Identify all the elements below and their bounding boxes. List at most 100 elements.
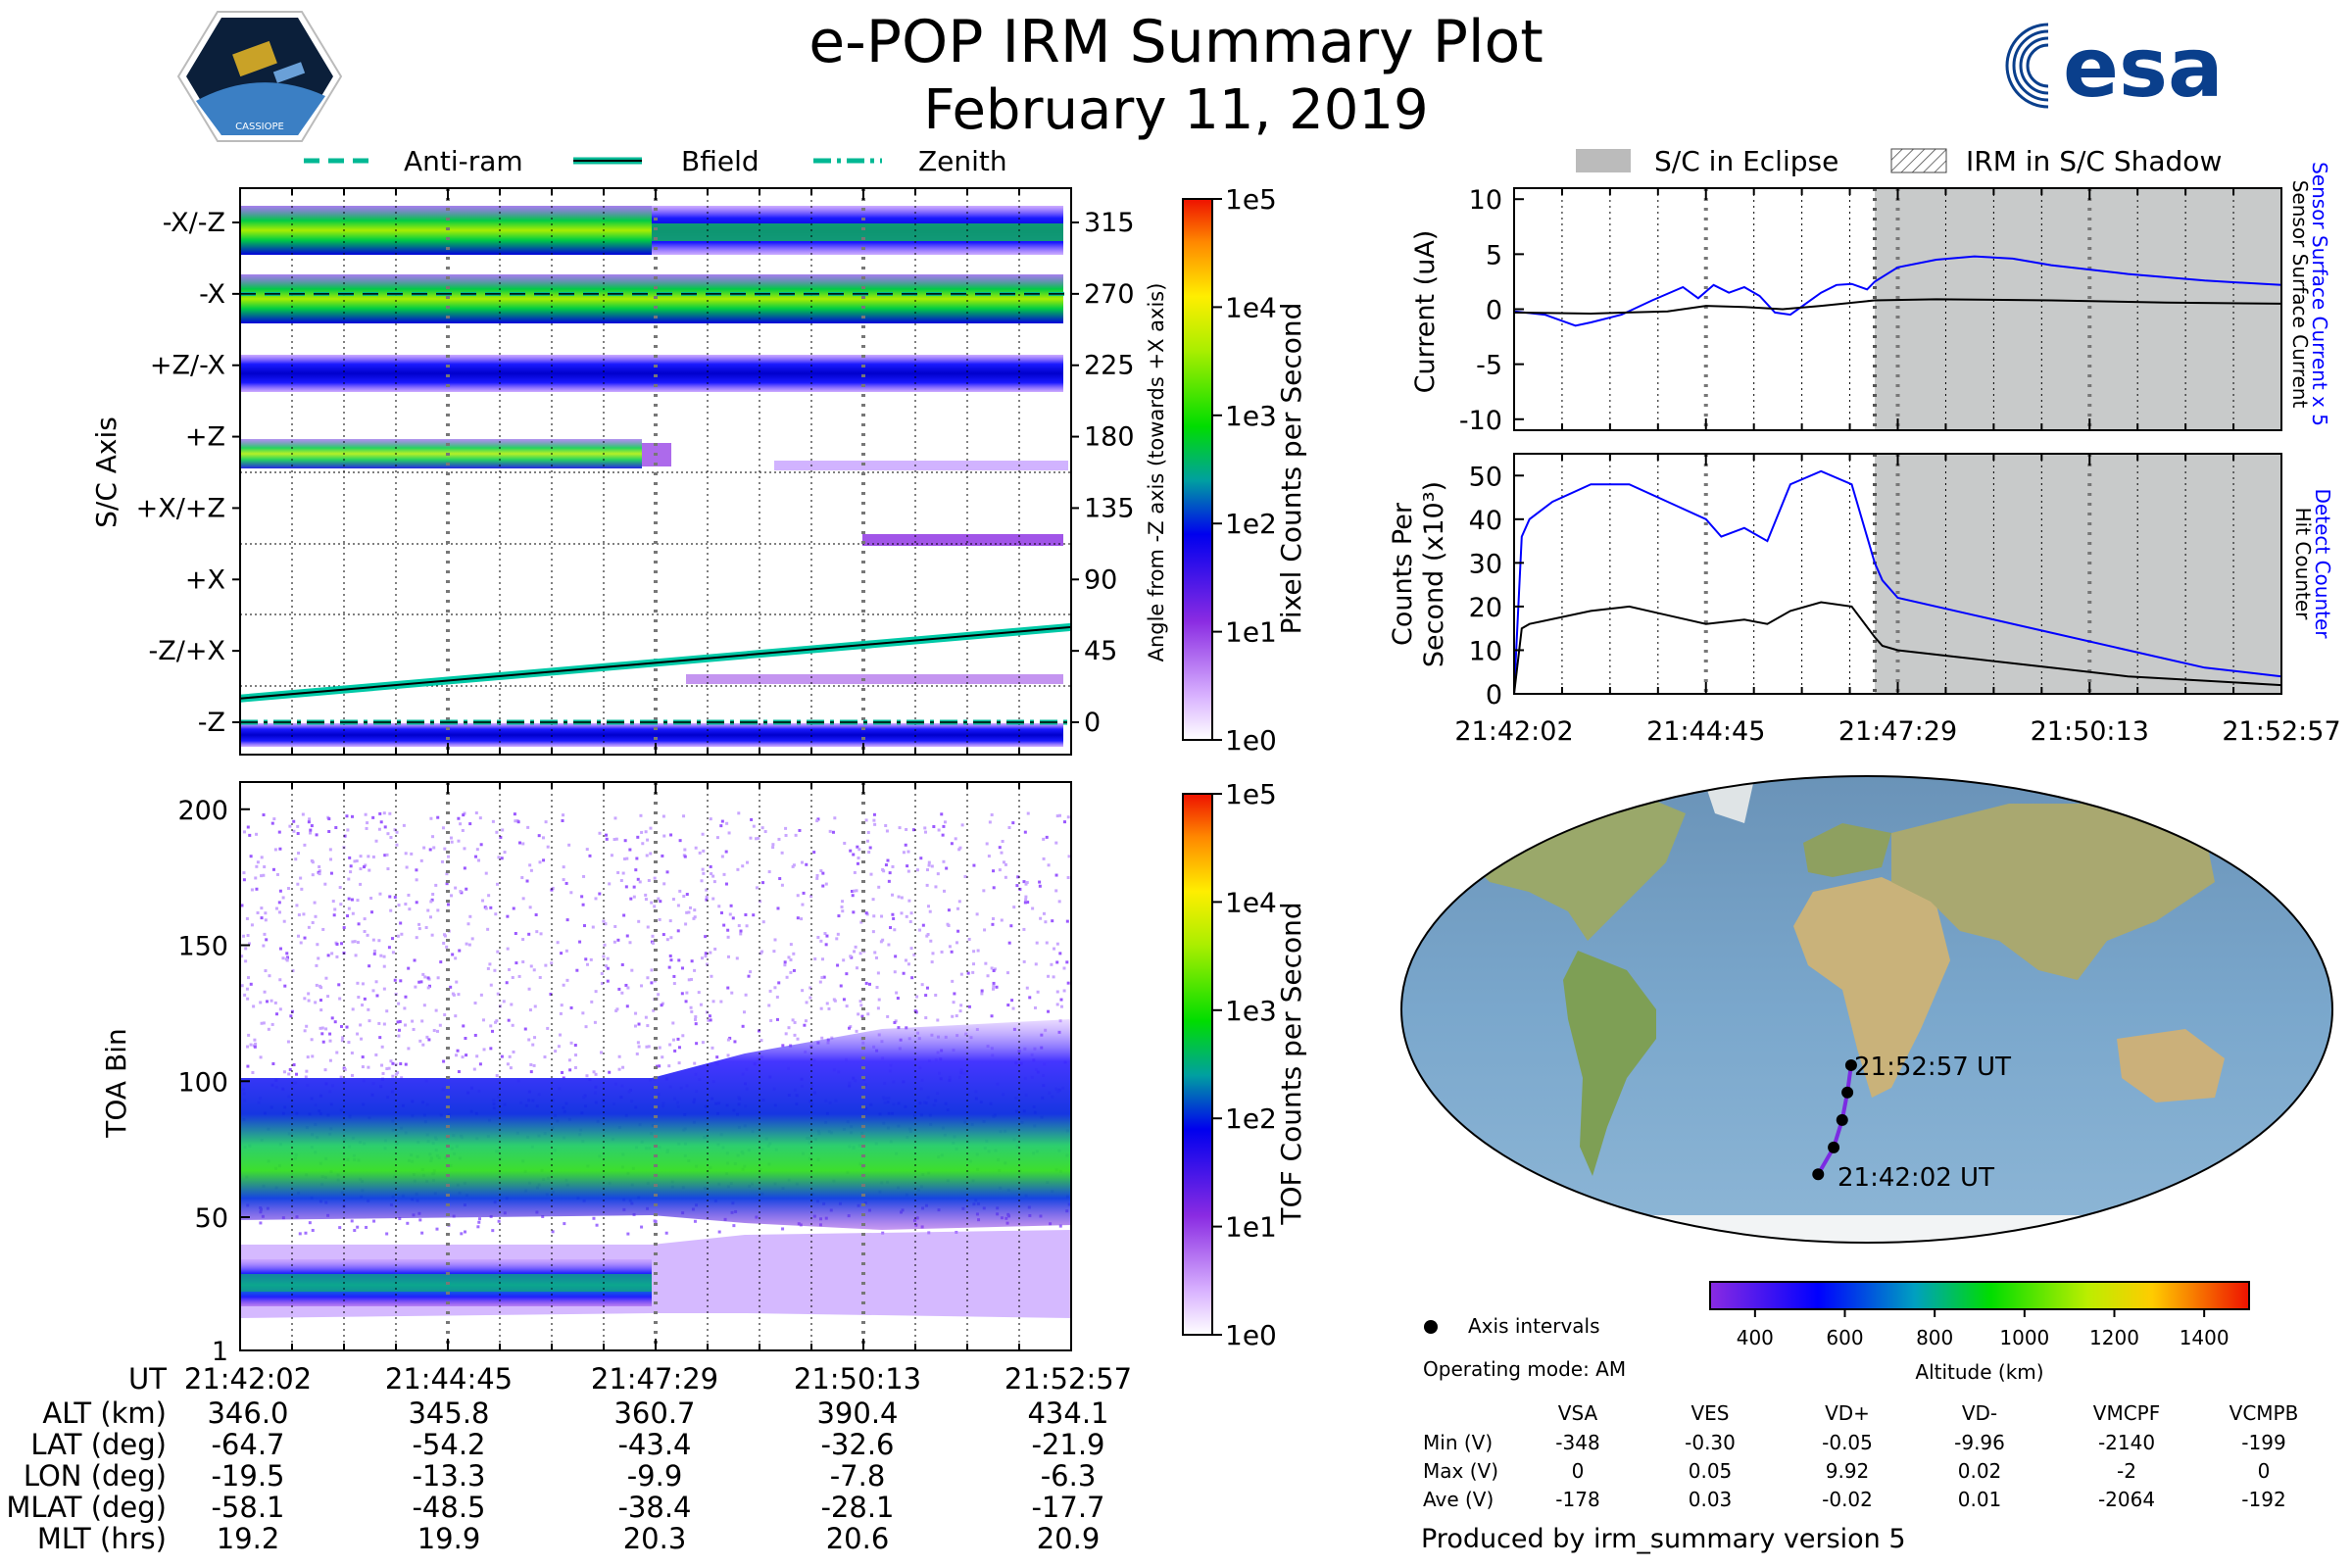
plot-title: e-POP IRM Summary Plot bbox=[808, 8, 1544, 76]
cur-y-tick-label: -5 bbox=[1476, 351, 1502, 381]
pixel-colorbar-label: Pixel Counts per Second bbox=[1275, 303, 1307, 635]
ephemeris-value: 20.3 bbox=[622, 1522, 687, 1555]
legend-eclipse-swatch bbox=[1576, 149, 1631, 172]
counts-x-ticks: 21:42:02 21:44:45 21:47:29 21:50:13 21:52:57 bbox=[1454, 454, 2341, 747]
voltage-value: -2140 bbox=[2097, 1431, 2156, 1454]
voltage-value: -9.96 bbox=[1954, 1431, 2005, 1454]
altitude-tick-label: 1400 bbox=[2180, 1326, 2230, 1349]
legend-right: S/C in Eclipse IRM in S/C Shadow bbox=[1576, 145, 2222, 177]
orbit-interval-dot bbox=[1844, 1058, 1857, 1071]
sc-axis-left-ticks: -X/-Z -X +Z/-X +Z +X/+Z +X -Z/+X -Z bbox=[136, 208, 240, 738]
colorbar-tick-label: 1e4 bbox=[1225, 886, 1277, 918]
toa-y-tick-label: 200 bbox=[177, 796, 228, 826]
band-minus-z bbox=[240, 723, 1063, 747]
voltage-value: 0.05 bbox=[1688, 1459, 1733, 1483]
colorbar-tick-label: 1e1 bbox=[1225, 1211, 1277, 1244]
ut-value: 21:47:29 bbox=[590, 1362, 719, 1396]
plot-date: February 11, 2019 bbox=[923, 78, 1429, 142]
cur-y-tick-label: 10 bbox=[1469, 185, 1502, 216]
counts-x-tick-label: 21:47:29 bbox=[1838, 716, 1957, 747]
orbit-interval-dot bbox=[1836, 1113, 1848, 1126]
legend-shadow-label: IRM in S/C Shadow bbox=[1966, 145, 2222, 177]
cassiope-logo: CASSIOPE bbox=[176, 11, 343, 142]
counts-y-ticks: 0 10 20 30 40 50 bbox=[1469, 462, 1524, 710]
south-america bbox=[1563, 951, 1656, 1176]
ephemeris-row-label: LAT (deg) bbox=[30, 1428, 167, 1461]
pixel-colorbar: 1e0 1e1 1e2 1e3 1e4 1e5 Pixel Counts per Seco… bbox=[1182, 183, 1307, 757]
ephemeris-row-label: ALT (km) bbox=[42, 1396, 167, 1430]
sc-axis-category-label: -X/-Z bbox=[163, 208, 225, 238]
colorbar-tick-label: 1e3 bbox=[1225, 995, 1277, 1027]
bfield-line-core bbox=[239, 625, 1072, 700]
current-black-series bbox=[1513, 298, 2282, 316]
current-right-label-black: Sensor Surface Current bbox=[2288, 180, 2312, 409]
tof-colorbar-label: TOF Counts per Second bbox=[1275, 902, 1307, 1225]
counts-ylabel-line2: Second (x10³) bbox=[1419, 481, 1449, 667]
ephemeris-row-label: MLAT (deg) bbox=[6, 1491, 167, 1524]
altitude-tick-label: 400 bbox=[1737, 1326, 1774, 1349]
sc-axis-angle-tick: 180 bbox=[1084, 422, 1135, 453]
ephemeris-value: -43.4 bbox=[617, 1428, 692, 1461]
ephemeris-value: -54.2 bbox=[412, 1428, 486, 1461]
colorbar-tick-label: 1e0 bbox=[1225, 724, 1277, 757]
colorbar-tick-label: 1e5 bbox=[1225, 778, 1277, 810]
esa-logo: esa bbox=[2005, 20, 2224, 116]
ut-value: 21:50:13 bbox=[793, 1362, 922, 1396]
counts-x-tick-label: 21:44:45 bbox=[1646, 716, 1765, 747]
sc-axis-category-label: -Z bbox=[198, 708, 225, 738]
voltage-column-header: VD- bbox=[1961, 1401, 1998, 1425]
operating-mode: Operating mode: AM bbox=[1423, 1357, 1626, 1381]
sc-axis-category-label: +Z bbox=[185, 422, 225, 453]
tof-colorbar: 1e0 1e1 1e2 1e3 1e4 1e5 TOF Counts per Second bbox=[1182, 778, 1307, 1351]
current-eclipse-region bbox=[1875, 188, 2281, 430]
australia bbox=[2117, 1029, 2225, 1102]
cnt-y-tick-label: 40 bbox=[1469, 506, 1502, 536]
counts-right-label-black: Hit Counter bbox=[2291, 508, 2315, 620]
toa-y-tick-label: 150 bbox=[177, 932, 228, 962]
altitude-tick-label: 1000 bbox=[1999, 1326, 2049, 1349]
ephemeris-value: 345.8 bbox=[408, 1396, 490, 1430]
voltage-column-header: VCMPB bbox=[2229, 1401, 2299, 1425]
voltage-value: -178 bbox=[1555, 1488, 1600, 1511]
sc-axis-y2label: Angle from -Z axis (towards +X axis) bbox=[1145, 283, 1168, 662]
altitude-tick-label: 1200 bbox=[2089, 1326, 2139, 1349]
ephemeris-value: -13.3 bbox=[412, 1459, 486, 1493]
ephemeris-value: -7.8 bbox=[829, 1459, 886, 1493]
counts-x-tick-label: 21:50:13 bbox=[2031, 716, 2149, 747]
legend-shadow-swatch bbox=[1890, 148, 1947, 173]
ephemeris-value: -19.5 bbox=[211, 1459, 285, 1493]
colorbar-tick-label: 1e4 bbox=[1225, 291, 1277, 323]
orbit-map: 21:52:57 UT 21:42:02 UT bbox=[1400, 775, 2333, 1244]
counts-blue-series bbox=[1513, 469, 2282, 695]
legend-eclipse-label: S/C in Eclipse bbox=[1654, 145, 1838, 177]
ut-value: 21:42:02 bbox=[183, 1362, 313, 1396]
colorbar-tick-label: 1e5 bbox=[1225, 183, 1277, 216]
voltage-value: 0 bbox=[1571, 1459, 1585, 1483]
orbit-interval-dot bbox=[1841, 1086, 1854, 1099]
voltage-value: -0.30 bbox=[1685, 1431, 1736, 1454]
cur-y-tick-label: 5 bbox=[1486, 240, 1502, 270]
ephemeris-value: -48.5 bbox=[412, 1491, 486, 1524]
ephemeris-value: 434.1 bbox=[1027, 1396, 1109, 1430]
toa-x-ticks bbox=[239, 782, 1072, 1350]
cnt-y-tick-label: 30 bbox=[1469, 549, 1502, 579]
sc-axis-angle-tick: 45 bbox=[1084, 636, 1117, 666]
counts-panel: 0 10 20 30 40 50 21:42:02 21:44:45 21:47:29 21:5… bbox=[1388, 453, 2341, 747]
greenland bbox=[1705, 779, 1754, 823]
ut-value: 21:52:57 bbox=[1004, 1362, 1133, 1396]
voltage-value: -192 bbox=[2241, 1488, 2286, 1511]
sc-axis-angle-tick: 0 bbox=[1084, 708, 1101, 738]
axis-intervals-label: Axis intervals bbox=[1468, 1314, 1600, 1338]
voltage-column-header: VES bbox=[1690, 1401, 1730, 1425]
esa-logo-text: esa bbox=[2063, 20, 2224, 116]
counts-time-grid bbox=[1561, 454, 2234, 694]
ut-label: UT bbox=[128, 1362, 167, 1396]
sc-axis-angle-tick: 270 bbox=[1084, 279, 1135, 310]
voltage-value: 0.03 bbox=[1688, 1488, 1733, 1511]
current-x-ticks bbox=[1513, 188, 2282, 430]
band-z bbox=[240, 439, 642, 468]
ephemeris-value: -64.7 bbox=[211, 1428, 285, 1461]
ephemeris-table: UT 21:42:02 21:44:45 21:47:29 21:50:13 21:52… bbox=[0, 1362, 1176, 1558]
